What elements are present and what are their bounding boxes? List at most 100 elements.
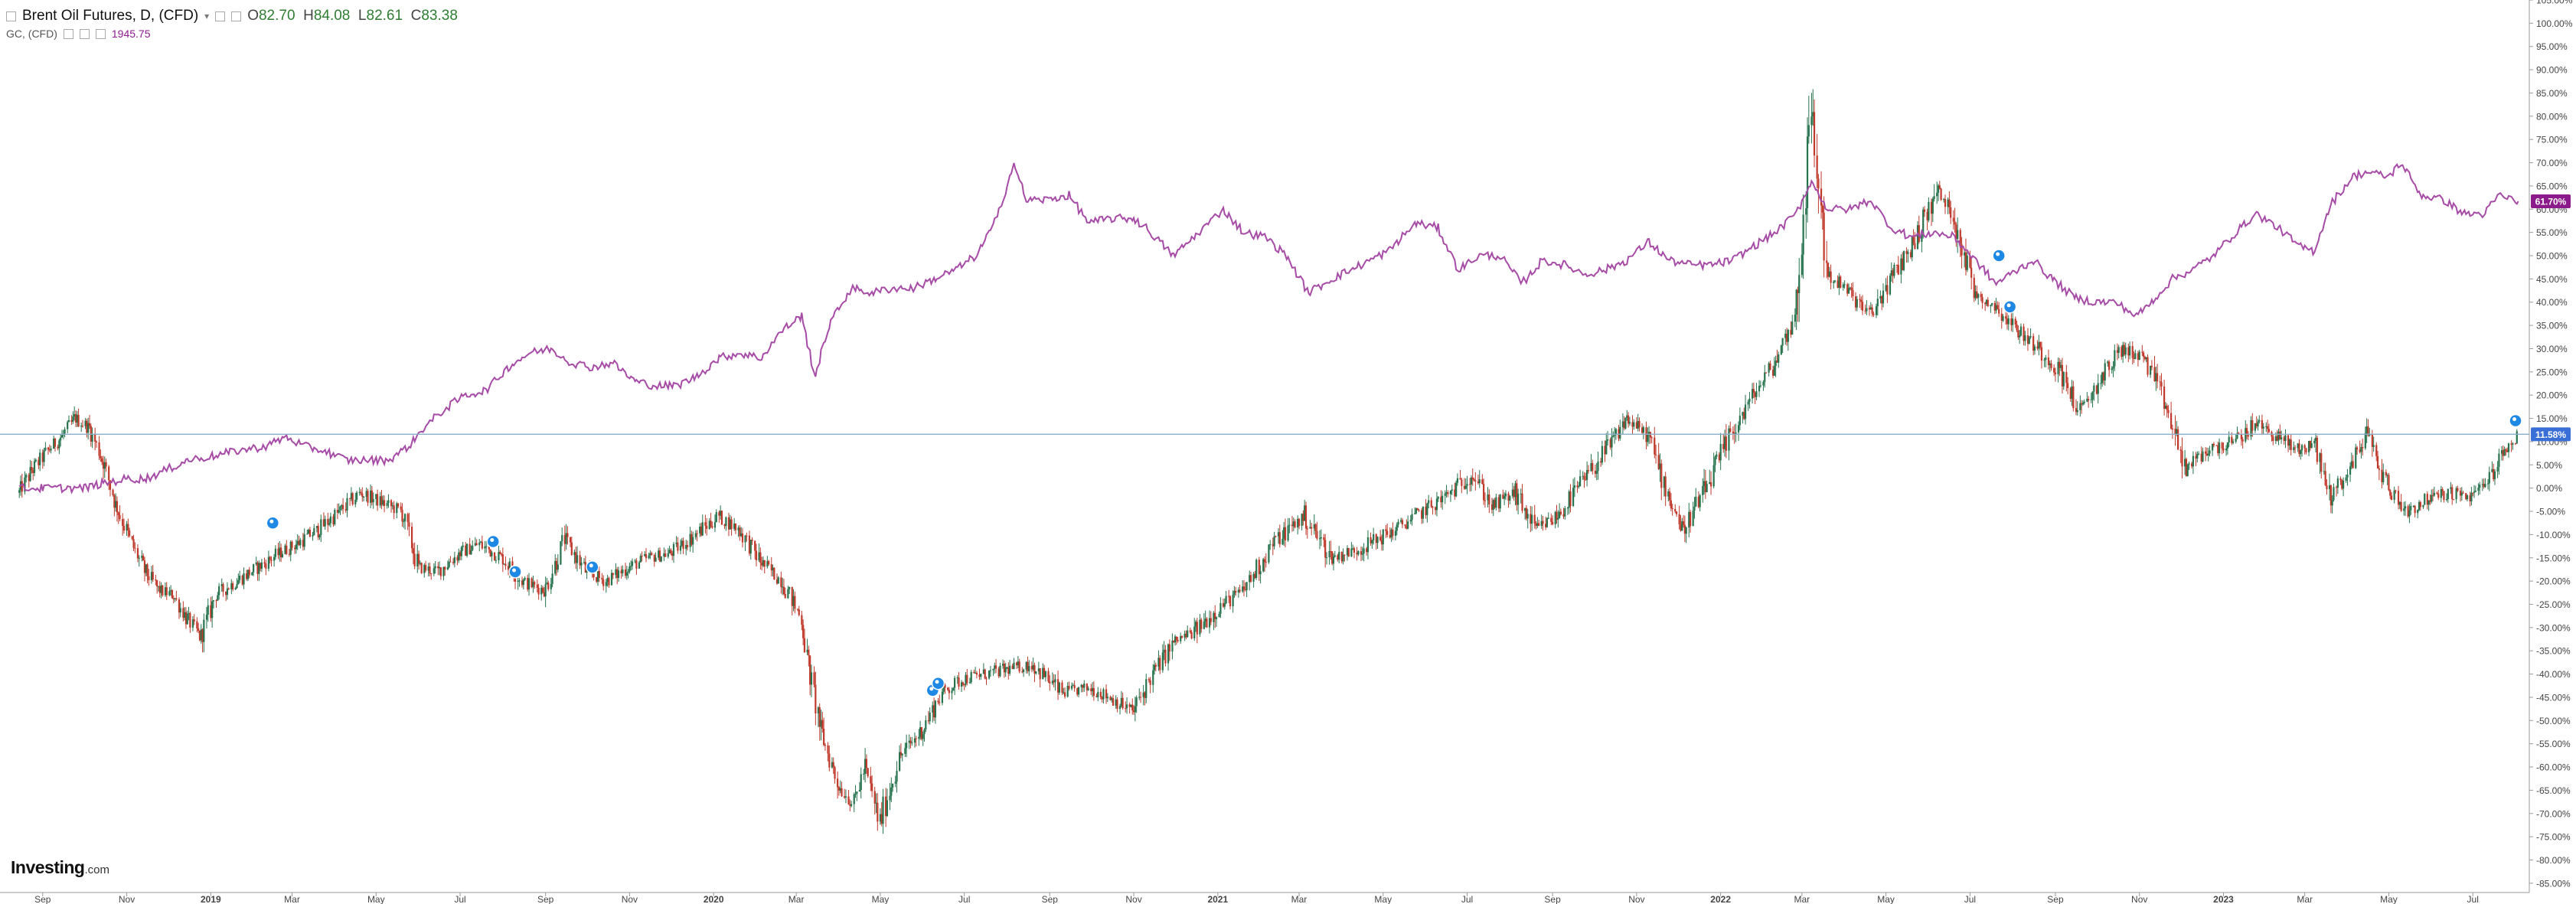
y-tick-label: -60.00%: [2536, 762, 2571, 773]
candle-body: [671, 553, 674, 556]
candle-body: [122, 519, 124, 527]
candle-body: [127, 524, 129, 531]
candle-body: [1718, 454, 1720, 461]
candle-body: [1806, 136, 1809, 208]
candle-body: [1712, 465, 1715, 487]
candle-body: [860, 774, 862, 790]
candle-body: [410, 527, 413, 549]
visibility-icon[interactable]: [63, 28, 73, 39]
candle-body: [2473, 491, 2476, 493]
candle-body: [1633, 422, 1635, 427]
candle-body: [1213, 612, 1215, 622]
candle-body: [2335, 487, 2338, 488]
candle-body: [295, 544, 298, 550]
candle-body: [1826, 260, 1828, 263]
candle-body: [817, 707, 820, 713]
candle-body: [909, 740, 912, 744]
candle-body: [1729, 428, 1732, 432]
candle-body: [2375, 445, 2378, 456]
candle-body: [1397, 521, 1399, 525]
candle-body: [1657, 455, 1660, 469]
visibility-icon[interactable]: [215, 11, 226, 21]
candle-body: [1049, 681, 1051, 684]
candle-body: [962, 682, 964, 685]
candle-body: [2298, 443, 2300, 455]
candle-body: [948, 690, 950, 694]
candle-body: [566, 533, 569, 537]
candle-body: [302, 540, 305, 547]
candle-body: [1379, 537, 1382, 540]
candle-body: [1860, 299, 1863, 302]
candle-body: [1531, 514, 1533, 524]
candle-body: [610, 573, 613, 586]
collapse-icon[interactable]: [6, 11, 16, 21]
candle-body: [966, 674, 968, 684]
candle-body: [236, 584, 238, 589]
settings-icon[interactable]: [79, 28, 90, 39]
candle-body: [1154, 664, 1157, 667]
candle-body: [1728, 428, 1730, 451]
candle-body: [2036, 346, 2039, 349]
candle-body: [1428, 500, 1430, 504]
main-symbol-title[interactable]: Brent Oil Futures, D, (CFD): [22, 8, 199, 24]
remove-icon[interactable]: [95, 28, 106, 39]
candle-body: [1444, 493, 1446, 496]
candle-body: [308, 529, 310, 534]
candle-body: [649, 553, 651, 556]
candle-body: [1082, 684, 1084, 688]
candle-body: [1719, 443, 1722, 461]
candle-body: [220, 584, 223, 586]
compare-symbol-title[interactable]: GC, (CFD): [6, 28, 57, 40]
settings-icon[interactable]: [231, 11, 242, 21]
candle-body: [1692, 511, 1694, 527]
candle-body: [1852, 290, 1854, 297]
candle-body: [527, 577, 529, 590]
candle-body: [576, 555, 579, 563]
candle-body: [1961, 244, 1963, 256]
time-axis[interactable]: Sep Nov 2019 Mar May Jul Sep Nov 2020 Mar May Jul Se…: [34, 893, 2479, 904]
candle-body: [2386, 475, 2388, 476]
candle-body: [408, 522, 410, 527]
candle-body: [460, 547, 462, 556]
candle-body: [1517, 493, 1520, 505]
candle-body: [41, 452, 44, 462]
candle-body: [1987, 299, 1989, 306]
candle-body: [754, 540, 756, 551]
brent-last-badge-bg: [2531, 427, 2571, 442]
candle-body: [1801, 254, 1803, 276]
chevron-down-icon[interactable]: ▾: [204, 11, 210, 21]
price-axis[interactable]: -85.00% -80.00% -75.00% -70.00% -65.00% -60.0…: [2529, 0, 2573, 889]
candle-body: [2300, 450, 2302, 455]
candle-body: [1781, 338, 1784, 346]
candle-body: [2265, 426, 2267, 427]
candle-body: [844, 796, 846, 798]
candle-body: [72, 416, 74, 422]
candle-body: [1394, 530, 1397, 536]
candle-body: [1674, 508, 1677, 512]
candle-body: [1095, 696, 1098, 697]
candle-body: [1964, 252, 1967, 270]
candle-body: [191, 619, 194, 628]
candle-body: [142, 555, 145, 561]
candle-body: [115, 501, 117, 508]
candle-body: [164, 587, 167, 596]
candle-body: [155, 579, 157, 581]
candle-body: [2440, 489, 2442, 498]
candle-body: [1461, 479, 1463, 486]
candle-body: [1499, 494, 1501, 509]
candle-body: [2225, 448, 2228, 451]
candle-body: [929, 712, 931, 722]
candle-body: [2516, 431, 2518, 444]
candle-body: [1356, 553, 1358, 555]
candle-body: [1025, 661, 1027, 670]
candle-body: [532, 582, 534, 588]
candle-body: [925, 720, 927, 730]
y-tick-label: -30.00%: [2536, 622, 2571, 633]
candle-body: [1167, 644, 1170, 664]
candle-body: [100, 455, 102, 459]
candle-body: [1077, 687, 1080, 695]
candle-body: [1585, 470, 1588, 480]
candle-body: [2205, 453, 2209, 455]
candle-body: [1621, 421, 1624, 427]
